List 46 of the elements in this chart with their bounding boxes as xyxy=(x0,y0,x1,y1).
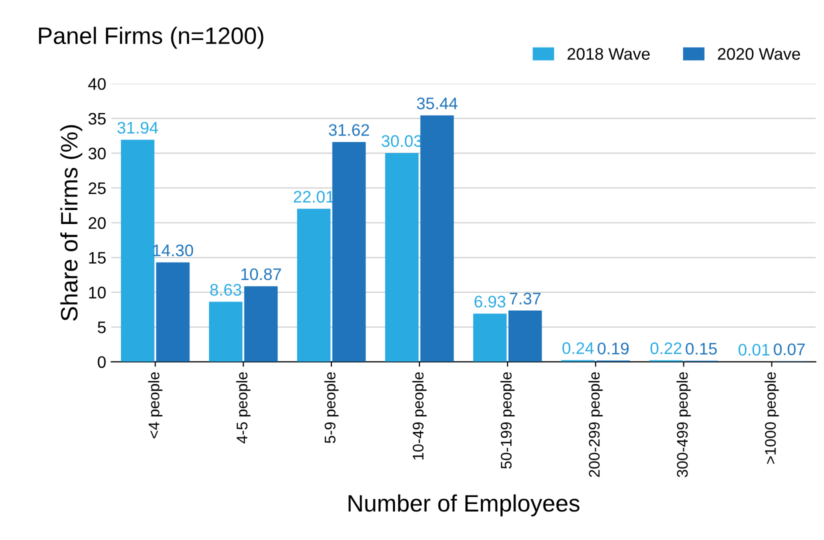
bar xyxy=(208,302,242,362)
data-label: 0.15 xyxy=(686,342,717,355)
x-axis-title: Number of Employees xyxy=(348,494,580,516)
y-tick-label: 35 xyxy=(88,112,106,125)
y-tick-label: 30 xyxy=(88,148,106,160)
x-tick-label: 10-49 people xyxy=(412,372,427,460)
data-label: 0.01 xyxy=(738,344,770,356)
data-label: 8.63 xyxy=(210,284,242,296)
bar xyxy=(297,208,331,362)
x-tick-label: 300-499 people xyxy=(676,372,691,478)
data-label: 31.62 xyxy=(328,124,370,136)
data-label: 0.07 xyxy=(774,343,805,356)
bar xyxy=(385,153,419,362)
y-tick-label: 5 xyxy=(98,322,106,334)
chart-title: Panel Firms (n=1200) xyxy=(39,26,264,49)
data-label: 7.37 xyxy=(510,292,541,304)
data-label: 22.01 xyxy=(294,190,334,203)
data-label: 31.94 xyxy=(117,122,158,134)
x-tick-label: 200-299 people xyxy=(588,372,603,477)
y-tick-label: 20 xyxy=(88,217,106,229)
y-tick-label: 15 xyxy=(89,252,106,264)
bar xyxy=(473,314,507,362)
data-label: 0.22 xyxy=(650,342,682,354)
bar xyxy=(508,310,542,362)
bar xyxy=(332,142,366,362)
legend-label: 2018 Wave xyxy=(568,48,650,60)
y-tick-label: 25 xyxy=(88,182,106,194)
y-tick-label: 10 xyxy=(89,286,106,298)
bar xyxy=(156,262,190,362)
data-label: 0.19 xyxy=(598,342,629,354)
y-tick-label: 40 xyxy=(88,78,106,90)
x-tick-label: 5-9 people xyxy=(324,372,339,444)
x-tick-label: >1000 people xyxy=(764,372,779,464)
data-label: 6.93 xyxy=(474,296,506,308)
bar xyxy=(120,140,154,362)
bar xyxy=(244,286,278,362)
data-label: 0.24 xyxy=(562,342,594,354)
x-tick-label: 50-199 people xyxy=(500,372,515,469)
bar xyxy=(420,115,454,362)
y-axis-title: Share of Firms (%) xyxy=(60,125,82,321)
y-tick-label: 0 xyxy=(98,356,106,368)
data-label: 10.87 xyxy=(241,268,281,280)
x-tick-label: 4-5 people xyxy=(236,372,250,444)
x-tick-label: <4 people xyxy=(148,372,162,438)
legend-label: 2020 Wave xyxy=(718,48,800,60)
data-label: 35.44 xyxy=(416,98,458,110)
